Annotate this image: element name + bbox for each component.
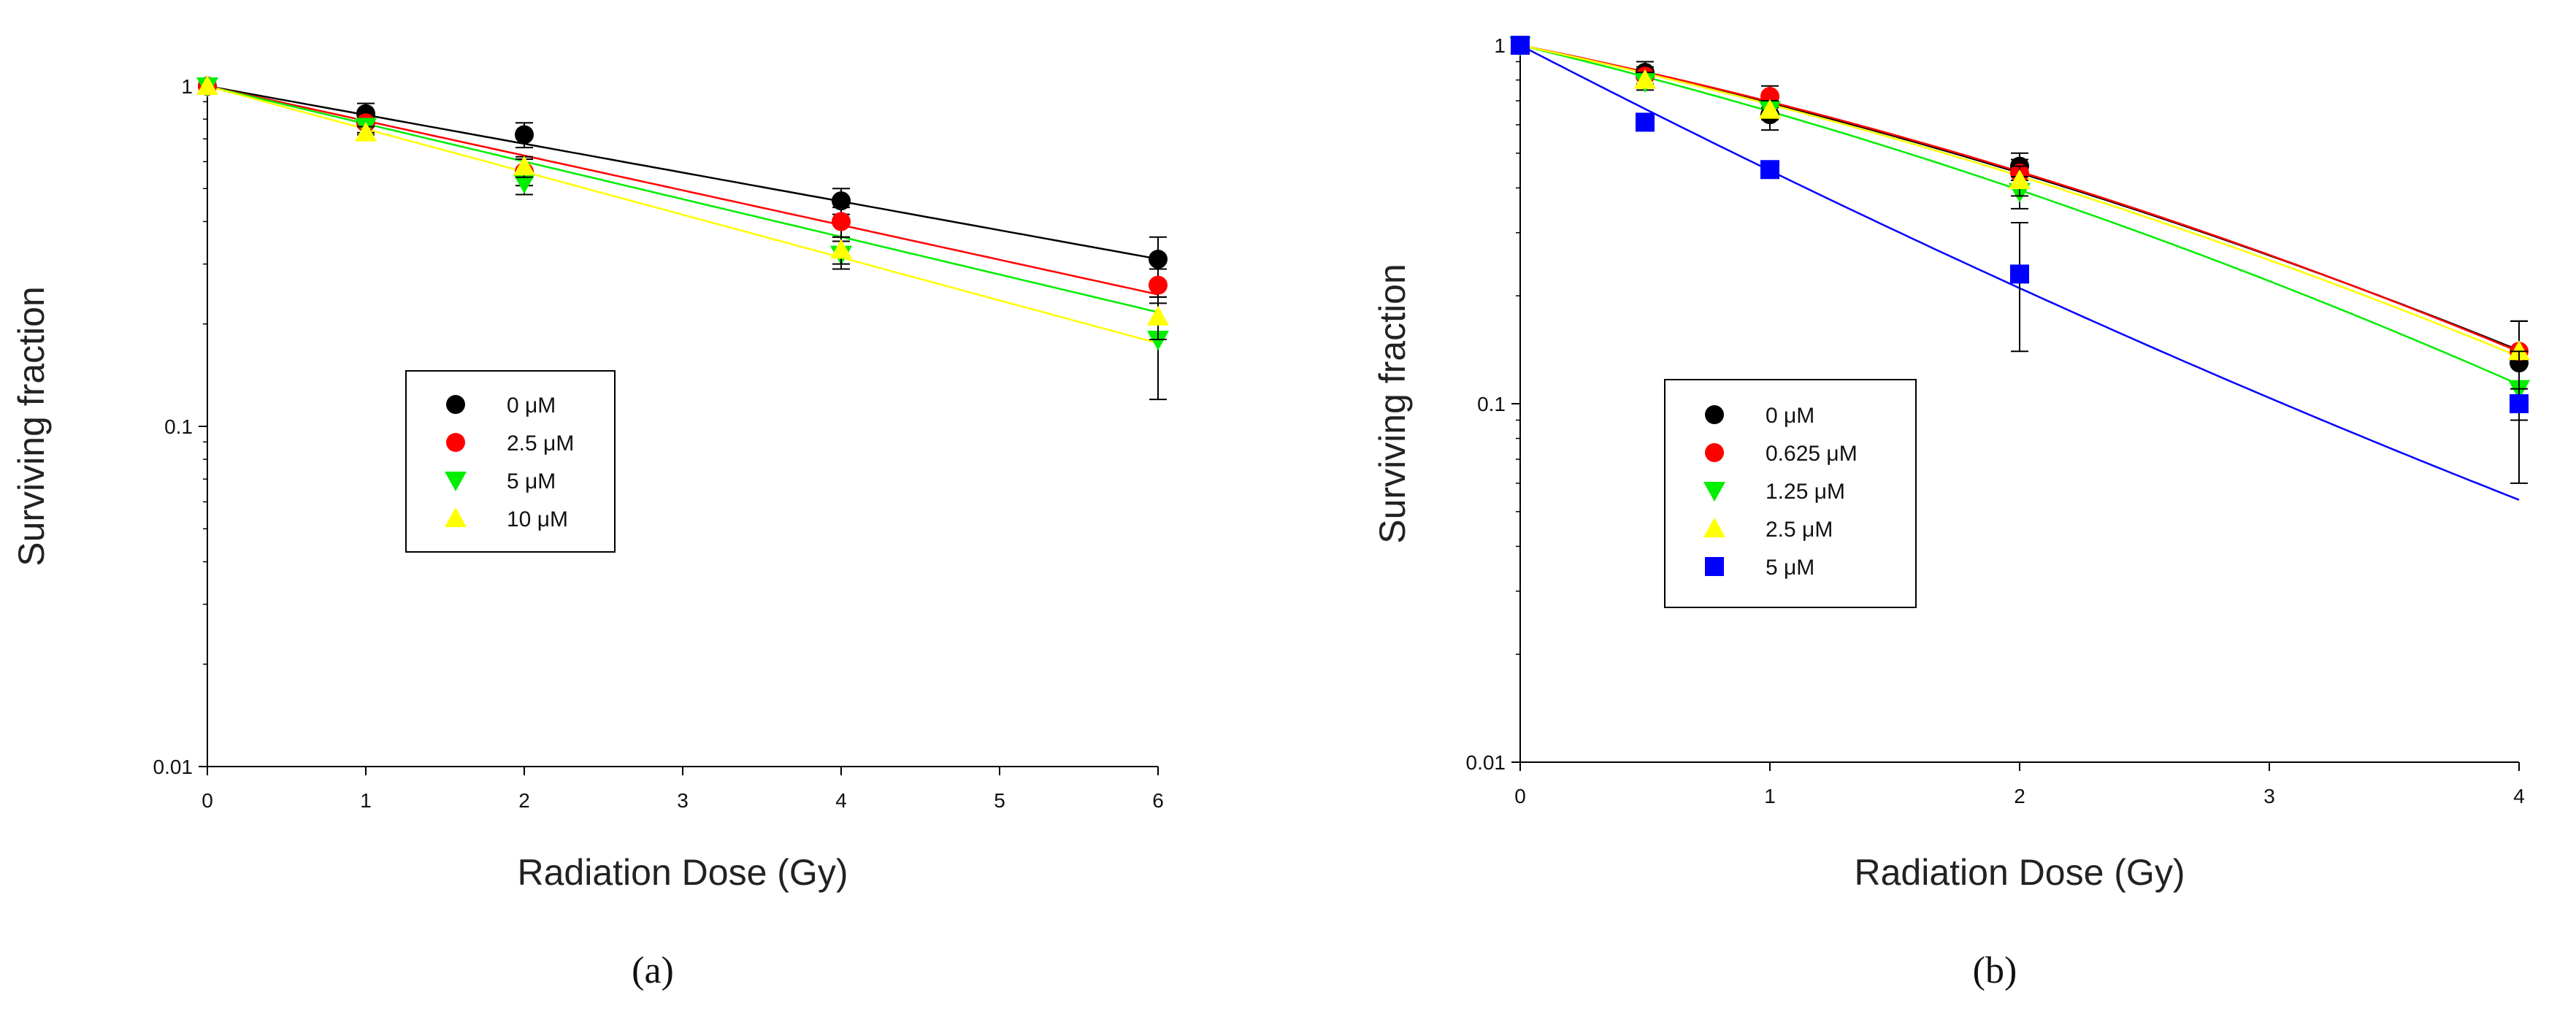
chart-a-fit-2p5-m [207, 85, 1159, 296]
chart-a-legend-label-0-m: 0 μM [507, 394, 556, 418]
chart-a-y-tick-label: 0.01 [153, 756, 193, 778]
chart-b-legend-marker-2p5-m [1703, 518, 1725, 537]
chart-b-x-tick-label: 4 [2513, 785, 2525, 807]
chart-b-legend-label-0-m: 0 μM [1766, 404, 1814, 428]
chart-a-point-0-m [1149, 250, 1168, 269]
chart-a-point-5-m [1147, 331, 1169, 351]
chart-a-fit-5-m [207, 85, 1159, 313]
chart-a-fit-10-m [207, 85, 1159, 345]
chart-a-point-2p5-m [832, 212, 851, 231]
chart-a-point-10-m [1147, 305, 1169, 326]
chart-a-point-10-m [196, 75, 218, 95]
chart-a-x-tick-label: 1 [360, 789, 372, 812]
chart-a-point-10-m [830, 239, 852, 259]
chart-b-x-axis-label: Radiation Dose (Gy) [1855, 852, 2185, 893]
chart-b-point-2p5-m [2508, 340, 2530, 361]
chart-b-legend-marker-0-m [1705, 405, 1724, 424]
chart-b-point-5-m [1636, 112, 1655, 132]
chart-b-x-tick-label: 1 [1764, 785, 1776, 807]
chart-a-legend-label-10-m: 10 μM [507, 507, 568, 531]
chart-b-point-5-m [2510, 394, 2529, 413]
chart-a-legend-marker-10-m [445, 507, 467, 527]
chart-a-legend-box [405, 370, 616, 553]
chart-a-point-10-m [355, 121, 377, 142]
chart-b-y-tick-label: 0.01 [1466, 751, 1506, 774]
chart-b-legend-label-2p5-m: 2.5 μM [1766, 518, 1833, 542]
chart-b-point-5-m [1760, 160, 1779, 180]
chart-a-series-0-m [198, 77, 1168, 286]
chart-a-legend: 0 μM 2.5 μM 5 μM 10 μM [405, 370, 616, 553]
chart-b-y-axis-label: Surviving fraction [1372, 264, 1413, 544]
chart-b-series-5-m [1511, 36, 2529, 484]
chart-a-fit-0-m [207, 85, 1159, 261]
chart-a-point-0-m [515, 125, 534, 145]
chart-a-series-10-m [196, 75, 1169, 341]
chart-b-point-5-m [2010, 264, 2029, 284]
chart-b-point-5-m [1511, 36, 1530, 55]
chart-b-y-tick-label: 1 [1494, 34, 1506, 57]
caption-a: (a) [632, 950, 674, 991]
chart-a-series-5-m [196, 77, 1169, 401]
chart-a-y-tick-label: 0.1 [164, 415, 193, 438]
chart-b-svg: 0 1 2 3 4 0.01 0.1 1 Radiation Dose (Gy) Survivin… [1372, 34, 2530, 893]
chart-a-y-axis-label: Surviving fraction [11, 286, 52, 567]
chart-b-legend-label-5-m: 5 μM [1766, 556, 1814, 580]
chart-b-legend-label-0p625-m: 0.625 μM [1766, 442, 1858, 466]
chart-a-x-tick-label: 2 [518, 789, 530, 812]
chart-b-point-2p5-m [1759, 99, 1781, 119]
chart-b-legend-marker-5-m [1705, 557, 1724, 576]
chart-a-legend-marker-5-m [445, 472, 467, 491]
chart-a-point-10-m [513, 156, 535, 176]
chart-panel-b: 0 1 2 3 4 0.01 0.1 1 Radiation Dose (Gy) Survivin… [1288, 0, 2576, 934]
chart-a-point-5-m [513, 174, 535, 194]
chart-a-y-tick-label: 1 [181, 75, 193, 98]
chart-a-legend-label-5-m: 5 μM [507, 469, 556, 494]
chart-a-legend-marker-2p5-m [446, 433, 465, 452]
caption-b: (b) [1972, 950, 2017, 991]
chart-b-legend: 0 μM 0.625 μM 1.25 μM 2.5 μM 5 μM [1664, 379, 1917, 608]
chart-a-legend-marker-0-m [446, 395, 465, 414]
chart-a-x-axis-label: Radiation Dose (Gy) [518, 852, 848, 893]
chart-b-legend-marker-0p625-m [1705, 443, 1724, 462]
chart-a-svg: 0 1 2 3 4 5 6 0.01 0.1 1 Radiation Dose (Gy) Surviv… [11, 75, 1169, 893]
chart-a-legend-label-2p5-m: 2.5 μM [507, 431, 574, 456]
chart-b-x-tick-label: 3 [2263, 785, 2275, 807]
chart-a-x-tick-label: 0 [202, 789, 213, 812]
chart-b-x-tick-label: 2 [2014, 785, 2025, 807]
chart-b-x-tick-label: 0 [1514, 785, 1526, 807]
chart-a-point-2p5-m [1149, 275, 1168, 295]
chart-b-y-tick-label: 0.1 [1477, 393, 1506, 415]
chart-b-legend-marker-1p25-m [1703, 482, 1725, 502]
chart-a-x-tick-label: 6 [1152, 789, 1164, 812]
chart-b-point-2p5-m [2009, 169, 2031, 189]
chart-b-legend-label-1p25-m: 1.25 μM [1766, 480, 1845, 504]
chart-a-x-tick-label: 3 [677, 789, 689, 812]
chart-a-x-tick-label: 5 [994, 789, 1005, 812]
chart-a-x-tick-label: 4 [835, 789, 847, 812]
chart-panel-a: 0 1 2 3 4 5 6 0.01 0.1 1 Radiation Dose (Gy) Surviv… [0, 0, 1288, 934]
chart-a-point-0-m [832, 191, 851, 211]
chart-b-point-2p5-m [1634, 69, 1656, 89]
